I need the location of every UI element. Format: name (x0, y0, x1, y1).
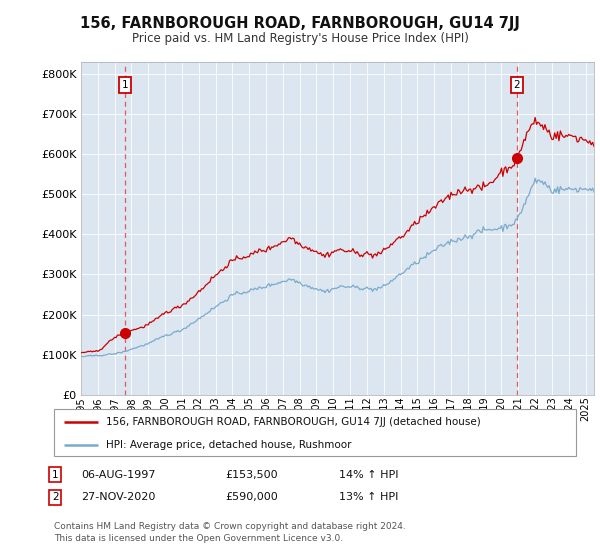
Text: 1: 1 (52, 470, 59, 480)
Text: 27-NOV-2020: 27-NOV-2020 (81, 492, 155, 502)
Text: Contains HM Land Registry data © Crown copyright and database right 2024.
This d: Contains HM Land Registry data © Crown c… (54, 522, 406, 543)
Text: 14% ↑ HPI: 14% ↑ HPI (339, 470, 398, 480)
Text: 156, FARNBOROUGH ROAD, FARNBOROUGH, GU14 7JJ (detached house): 156, FARNBOROUGH ROAD, FARNBOROUGH, GU14… (106, 417, 481, 427)
Text: 1: 1 (121, 80, 128, 90)
Text: £590,000: £590,000 (225, 492, 278, 502)
Text: 13% ↑ HPI: 13% ↑ HPI (339, 492, 398, 502)
Text: 2: 2 (52, 492, 59, 502)
Text: £153,500: £153,500 (225, 470, 278, 480)
Text: 2: 2 (514, 80, 520, 90)
Text: 156, FARNBOROUGH ROAD, FARNBOROUGH, GU14 7JJ: 156, FARNBOROUGH ROAD, FARNBOROUGH, GU14… (80, 16, 520, 31)
Text: HPI: Average price, detached house, Rushmoor: HPI: Average price, detached house, Rush… (106, 440, 352, 450)
Text: 06-AUG-1997: 06-AUG-1997 (81, 470, 155, 480)
FancyBboxPatch shape (54, 409, 576, 456)
Text: Price paid vs. HM Land Registry's House Price Index (HPI): Price paid vs. HM Land Registry's House … (131, 32, 469, 45)
